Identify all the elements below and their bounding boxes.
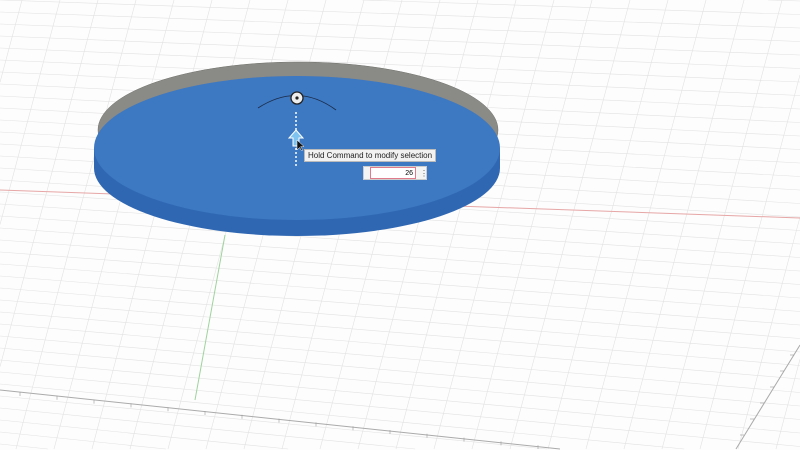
grid-line [433, 0, 555, 450]
grid-line [0, 263, 800, 326]
vertical-ellipsis-icon[interactable]: ⋮ [420, 168, 428, 178]
grid-line [15, 0, 137, 450]
grid-line [0, 23, 800, 56]
tooltip: Hold Command to modify selection [304, 149, 437, 162]
grid-tick-marks [19, 354, 794, 449]
grid-line [0, 287, 800, 353]
grid-line [0, 359, 800, 434]
grid-line [0, 443, 48, 450]
grid-line [0, 0, 23, 83]
grid-line [0, 383, 685, 450]
grid-edge-right [735, 344, 800, 450]
grid-line [0, 323, 800, 393]
grid-line [395, 0, 517, 450]
grid-line [661, 0, 783, 450]
distance-input[interactable] [370, 167, 416, 179]
grid-line [509, 0, 631, 450]
grid-line [471, 0, 593, 450]
grid-line [0, 0, 99, 367]
grid-line [0, 311, 800, 380]
grid-line [0, 0, 61, 225]
grid-line [0, 251, 800, 312]
disc-body[interactable] [94, 61, 500, 236]
grid-line [357, 0, 479, 450]
grid-line [767, 0, 800, 2]
cursor-icon [296, 139, 305, 152]
grid-line [0, 431, 166, 450]
grid-line [362, 0, 800, 15]
grid-line [547, 0, 669, 450]
grid-line [775, 359, 800, 450]
circle-dot-handle-icon[interactable] [290, 91, 304, 105]
grid-line [0, 407, 416, 450]
grid-line [0, 395, 548, 450]
grid-line [0, 215, 800, 272]
grid-line [623, 0, 745, 450]
grid-line [0, 347, 800, 420]
grid-line [0, 419, 289, 450]
extrude-arrow-icon[interactable] [287, 129, 305, 147]
grid-line [585, 0, 707, 450]
grid-line [0, 335, 800, 407]
grid-line [0, 299, 800, 366]
grid-line [0, 47, 800, 83]
grid-line [737, 216, 800, 450]
grid-line [0, 203, 800, 258]
grid-edge-bottom [0, 389, 561, 450]
grid-line [699, 74, 800, 450]
grid-line [0, 275, 800, 339]
grid-line [0, 371, 800, 447]
grid-line [53, 0, 175, 450]
grid-line [0, 239, 800, 299]
grid-line [0, 227, 800, 285]
y-axis-line [194, 234, 226, 401]
dimension-input-box[interactable]: ⋮ [363, 166, 428, 180]
grid-line [0, 11, 800, 42]
grid-line [0, 0, 800, 29]
grid-line [0, 35, 800, 69]
